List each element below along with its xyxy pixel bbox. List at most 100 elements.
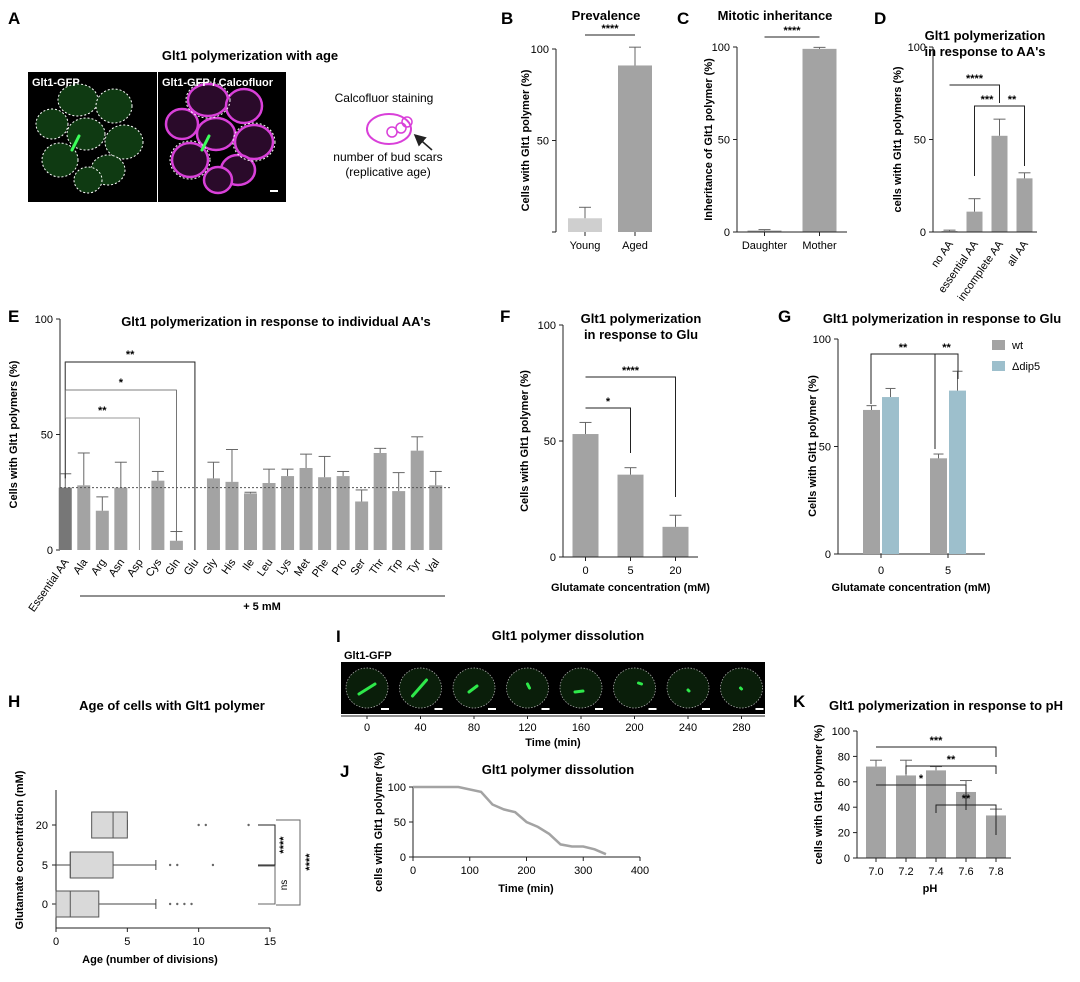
outlier: [168, 902, 172, 906]
outlier: [204, 823, 207, 827]
bar: [662, 526, 689, 557]
y-axis-label: cells with Glt1 polymer (%): [813, 724, 825, 864]
legend-swatch: [992, 361, 1005, 371]
x-axis-label: Glutamate concentration (mM): [551, 582, 710, 594]
sig-wt-dip5-bracket: [935, 353, 959, 379]
panel-letter-a: A: [8, 9, 20, 28]
scale-bar: [488, 708, 496, 710]
sig-0-5-bracket: [585, 407, 631, 453]
polymer-rod: [739, 686, 743, 691]
sig-glu-label: **: [126, 349, 135, 361]
scale-bar: [755, 708, 764, 710]
x-tick-label: 7.2: [898, 866, 913, 878]
panel-i-title: Glt1 polymer dissolution: [492, 628, 644, 643]
x-tick-label: Phe: [310, 557, 331, 580]
sig-70-76-label: *: [919, 773, 924, 785]
y-axis-label: Inheritance of Glt1 polymer (%): [703, 58, 715, 221]
chart-title: Glt1 polymerization in response to Glu: [823, 311, 1061, 326]
x-tick-label: Gln: [163, 557, 183, 578]
panel-i-label: Glt1-GFP: [344, 650, 392, 662]
x-tick-label: 5: [945, 565, 951, 577]
x-tick-label: Cys: [144, 556, 165, 579]
x-tick-label: Aged: [622, 240, 648, 252]
bar: [986, 815, 1006, 858]
legend-label: Δdip5: [1012, 361, 1040, 373]
y-tick-label: 50: [41, 430, 53, 442]
micrograph-gfp: Glt1-GFP: [28, 72, 157, 202]
polymer-rod: [526, 682, 531, 690]
x-tick-label: 0: [410, 865, 416, 877]
bar: [572, 434, 599, 557]
scale-bar: [541, 708, 550, 710]
sig-wt-0-5-label: **: [899, 342, 908, 354]
y-tick-label: 0: [47, 545, 53, 557]
y-tick-label: 0: [825, 549, 831, 561]
x-tick-label: 100: [461, 865, 479, 877]
outlier: [211, 863, 215, 867]
x-tick-label: 10: [193, 936, 205, 948]
outlier: [176, 863, 179, 867]
chart-individual-aa: Glt1 polymerization in response to indiv…: [8, 314, 452, 614]
chart-title: Age of cells with Glt1 polymer: [79, 698, 265, 713]
chart-subtitle: in response to Glu: [584, 327, 698, 342]
sig-72-78-label: **: [947, 754, 956, 766]
sig-20-5-label: ****: [278, 836, 290, 854]
x-axis-label: pH: [923, 883, 938, 895]
panel-letter-i: I: [336, 627, 341, 646]
bar: [966, 211, 983, 232]
chart-title: Mitotic inheritance: [718, 8, 833, 23]
bar: [151, 480, 165, 550]
bar: [392, 491, 406, 550]
x-tick-label: Gly: [201, 556, 221, 577]
bar: [225, 481, 239, 550]
sig-glu-bracket: [64, 361, 196, 550]
y-tick-label: 60: [838, 777, 850, 789]
y-axis-label: Glutamate concentration (mM): [14, 770, 26, 929]
x-tick-label: 7.4: [928, 866, 943, 878]
y-tick-label: 20: [838, 828, 850, 840]
y-tick-label: 40: [838, 802, 850, 814]
panel-a-title: Glt1 polymerization with age: [162, 48, 338, 63]
bar: [355, 501, 369, 550]
polymer-rod: [467, 684, 479, 694]
x-tick-label: Essential AA: [26, 556, 72, 614]
x-tick-label: 7.6: [958, 866, 973, 878]
y-tick-label: 100: [813, 334, 831, 346]
sig-young-aged-label: ****: [601, 23, 619, 35]
x-axis-label: Time (min): [498, 883, 554, 895]
scale-bar: [434, 708, 443, 710]
x-tick-label: Mother: [802, 240, 837, 252]
x-tick-label: 0: [582, 565, 588, 577]
sig-70-76-bracket: [876, 784, 967, 810]
sig-daughter-mother-label: ****: [783, 25, 801, 37]
sig-gln-label: *: [119, 377, 124, 389]
time-tick-label: 280: [732, 722, 750, 734]
bar: [896, 775, 916, 858]
bar: [747, 230, 782, 232]
schematic-caption-1: number of bud scars: [333, 150, 442, 164]
sig-wt-0-5-bracket: [870, 353, 936, 449]
box: [69, 851, 114, 879]
x-tick-label: 300: [574, 865, 592, 877]
bar: [262, 483, 276, 550]
time-tick-label: 200: [625, 722, 643, 734]
x-tick-label: 5: [124, 936, 130, 948]
x-tick-label: Trp: [386, 557, 405, 577]
bar: [281, 476, 295, 550]
y-tick-label: 0: [844, 853, 850, 865]
panel-letter-f: F: [500, 307, 510, 326]
panel-letter-k: K: [793, 692, 806, 711]
y-tick-label: 100: [388, 782, 406, 794]
x-tick-label: Ser: [348, 557, 368, 578]
x-tick-label: Lys: [275, 556, 295, 577]
y-tick-label: 0: [724, 227, 730, 239]
y-tick-label: 5: [42, 860, 48, 872]
sig-incomplete-all-label: **: [1008, 94, 1017, 106]
x-tick-label: 0: [53, 936, 59, 948]
outlier: [247, 823, 250, 827]
x-tick-label: 5: [627, 565, 633, 577]
y-tick-label: 80: [838, 751, 850, 763]
